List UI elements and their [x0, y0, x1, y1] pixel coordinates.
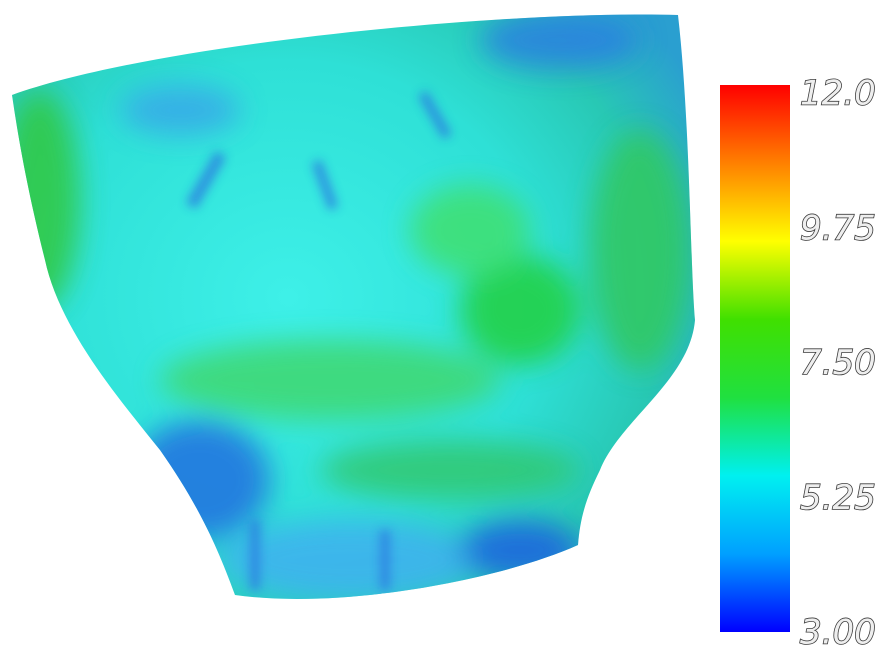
surface — [0, 0, 720, 661]
colorbar-tick-label: 12.0 — [800, 74, 876, 114]
visualization: 12.0 9.75 7.50 5.25 3.00 — [0, 0, 888, 661]
colorbar — [720, 85, 790, 632]
colorbar-tick-label: 5.25 — [800, 478, 876, 518]
colorbar-tick-label: 3.00 — [800, 613, 876, 653]
colorbar-tick-label: 7.50 — [800, 343, 876, 383]
colorbar-tick-label: 9.75 — [800, 208, 876, 248]
